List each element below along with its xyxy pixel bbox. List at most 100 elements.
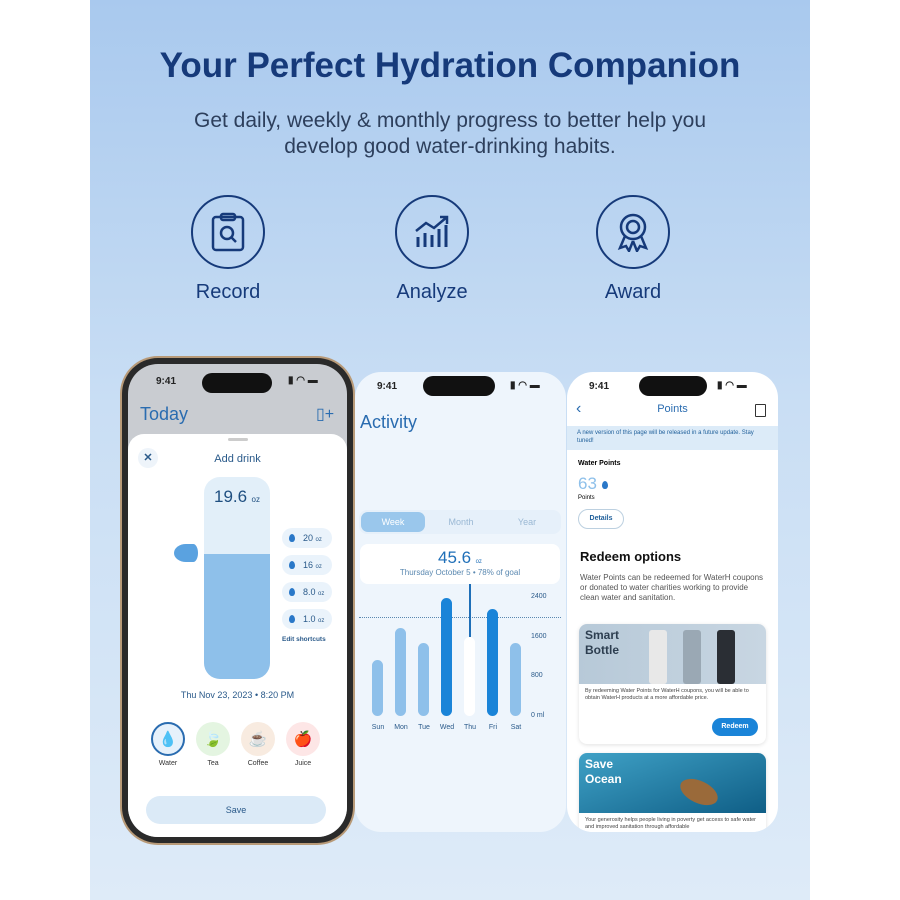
save-ocean-card: Save Ocean Your generosity helps people l… — [579, 753, 766, 832]
award-ribbon-icon — [596, 195, 670, 269]
juice-icon: 🍎 — [286, 722, 320, 756]
drop-icon — [289, 588, 295, 596]
grey-bottle — [683, 630, 701, 684]
clipboard-search-icon — [191, 195, 265, 269]
turtle-image — [676, 773, 722, 811]
feature-label: Analyze — [396, 281, 468, 303]
close-icon[interactable]: ✕ — [138, 448, 158, 468]
shortcut-unit: oz — [315, 537, 322, 543]
dynamic-island — [202, 373, 272, 393]
shortcut-value: 16 — [303, 560, 314, 570]
screen-title: Points — [657, 403, 688, 415]
screen-title: Today — [140, 404, 189, 424]
beverage-water[interactable]: 💧 Water — [148, 722, 188, 767]
shortcut-value: 1.0 — [303, 614, 316, 624]
drop-icon — [289, 561, 295, 569]
shortcut-0[interactable]: 20 oz — [282, 528, 332, 548]
tab-week[interactable]: Week — [361, 512, 425, 532]
tab-month[interactable]: Month — [448, 517, 474, 527]
bottle-image: Smart Bottle — [579, 624, 766, 684]
add-drink-sheet: ✕ Add drink 19.6 oz 20 oz 16 oz 8.0 oz 1.0 … — [128, 434, 347, 837]
bar-sat[interactable] — [510, 643, 521, 716]
beverage-juice[interactable]: 🍎 Juice — [283, 722, 323, 767]
page-title: Your Perfect Hydration Companion — [159, 46, 741, 85]
points-label: Points — [578, 495, 595, 501]
drop-icon — [601, 481, 608, 489]
water-icon: 💧 — [151, 722, 185, 756]
drop-icon — [289, 615, 295, 623]
beverage-coffee[interactable]: ☕ Coffee — [238, 722, 278, 767]
tea-icon: 🍃 — [196, 722, 230, 756]
shortcut-2[interactable]: 8.0 oz — [282, 582, 332, 602]
x-tick-label: Sun — [371, 724, 385, 731]
x-tick-label: Thu — [463, 724, 477, 731]
beverage-label: Water — [158, 760, 178, 767]
card-title: Bottle — [585, 643, 619, 657]
day-amount: 45.6 — [438, 548, 472, 567]
shortcut-unit: oz — [315, 564, 322, 570]
day-unit: oz — [475, 559, 482, 565]
phone-today: 9:41 ▮ ◠ ▬ Today ▯+ ✕ Add drink 19.6 oz … — [122, 358, 353, 843]
shortcut-unit: oz — [318, 591, 325, 597]
y-tick-label: 0 ml — [531, 712, 545, 719]
edit-shortcuts-link[interactable]: Edit shortcuts — [282, 636, 326, 643]
tab-year[interactable]: Year — [517, 517, 537, 527]
add-bottle-icon[interactable]: ▯+ — [316, 406, 335, 423]
drink-datetime[interactable]: Thu Nov 23, 2023 • 8:20 PM — [180, 690, 295, 700]
y-tick-label: 800 — [531, 672, 543, 680]
beverage-label: Coffee — [247, 760, 269, 767]
card-title: Smart — [585, 628, 620, 642]
card-title: Save — [585, 757, 614, 771]
selected-day-tooltip: 45.6 oz Thursday October 5 • 78% of goal — [360, 544, 560, 584]
feature-analyze: Analyze — [372, 195, 492, 304]
y-tick-label: 2400 — [531, 593, 547, 600]
back-chevron-icon[interactable]: ‹ — [576, 400, 582, 417]
amount-value: 19.6 — [214, 487, 248, 506]
save-button[interactable]: Save — [146, 796, 326, 824]
bar-sun[interactable] — [372, 659, 383, 716]
drop-icon — [289, 534, 295, 542]
shortcut-3[interactable]: 1.0 oz — [282, 609, 332, 629]
sheet-handle[interactable] — [228, 438, 248, 441]
card-text: By redeeming Water Points for WaterH cou… — [585, 688, 749, 701]
feature-record: Record — [168, 195, 288, 304]
status-time: 9:41 — [377, 381, 398, 392]
bar-tue[interactable] — [418, 643, 429, 716]
card-text: Your generosity helps people living in p… — [585, 817, 757, 830]
phone-points: 9:41 ▮ ◠ ▬ ‹ Points A new version of thi… — [567, 372, 778, 832]
smart-bottle-card: Smart Bottle By redeeming Water Points fo… — [579, 624, 766, 744]
x-tick-label: Tue — [418, 724, 430, 731]
bar-wed[interactable] — [441, 597, 452, 716]
screen-title: Activity — [360, 412, 418, 432]
beverage-label: Juice — [294, 760, 312, 767]
details-button[interactable]: Details — [578, 509, 624, 529]
beverage-tea[interactable]: 🍃 Tea — [193, 722, 233, 767]
shortcut-unit: oz — [318, 618, 325, 624]
black-bottle — [717, 630, 735, 684]
water-fill — [204, 553, 270, 679]
y-tick-label: 1600 — [531, 632, 547, 640]
water-level-slider[interactable]: 19.6 oz — [204, 477, 270, 679]
feature-award: Award — [573, 195, 693, 304]
bar-mon[interactable] — [395, 627, 406, 716]
slider-handle-drop-icon[interactable] — [174, 544, 198, 562]
phone-activity: 9:41 ▮ ◠ ▬ Activity Week Month Year 45.6… — [355, 372, 566, 832]
subtitle-line: Get daily, weekly & monthly progress to … — [193, 109, 707, 132]
x-tick-label: Fri — [488, 724, 498, 731]
receipt-icon[interactable] — [755, 404, 766, 417]
redeem-button[interactable]: Redeem — [712, 718, 758, 736]
x-tick-label: Mon — [394, 724, 408, 731]
status-icons: ▮ ◠ ▬ — [510, 380, 540, 391]
update-banner: A new version of this page will be relea… — [567, 426, 778, 450]
bar-fri[interactable] — [487, 608, 498, 716]
beverage-label: Tea — [207, 760, 219, 767]
shortcut-1[interactable]: 16 oz — [282, 555, 332, 575]
dynamic-island — [423, 376, 495, 396]
status-icons: ▮ ◠ ▬ — [288, 375, 318, 386]
bar-thu[interactable] — [464, 637, 475, 716]
goal-line — [359, 616, 561, 618]
redeem-title: Redeem options — [580, 549, 682, 564]
day-caption: Thursday October 5 • 78% of goal — [399, 568, 521, 577]
period-tabs: Week Month Year — [359, 510, 561, 534]
feature-label: Award — [604, 281, 662, 303]
